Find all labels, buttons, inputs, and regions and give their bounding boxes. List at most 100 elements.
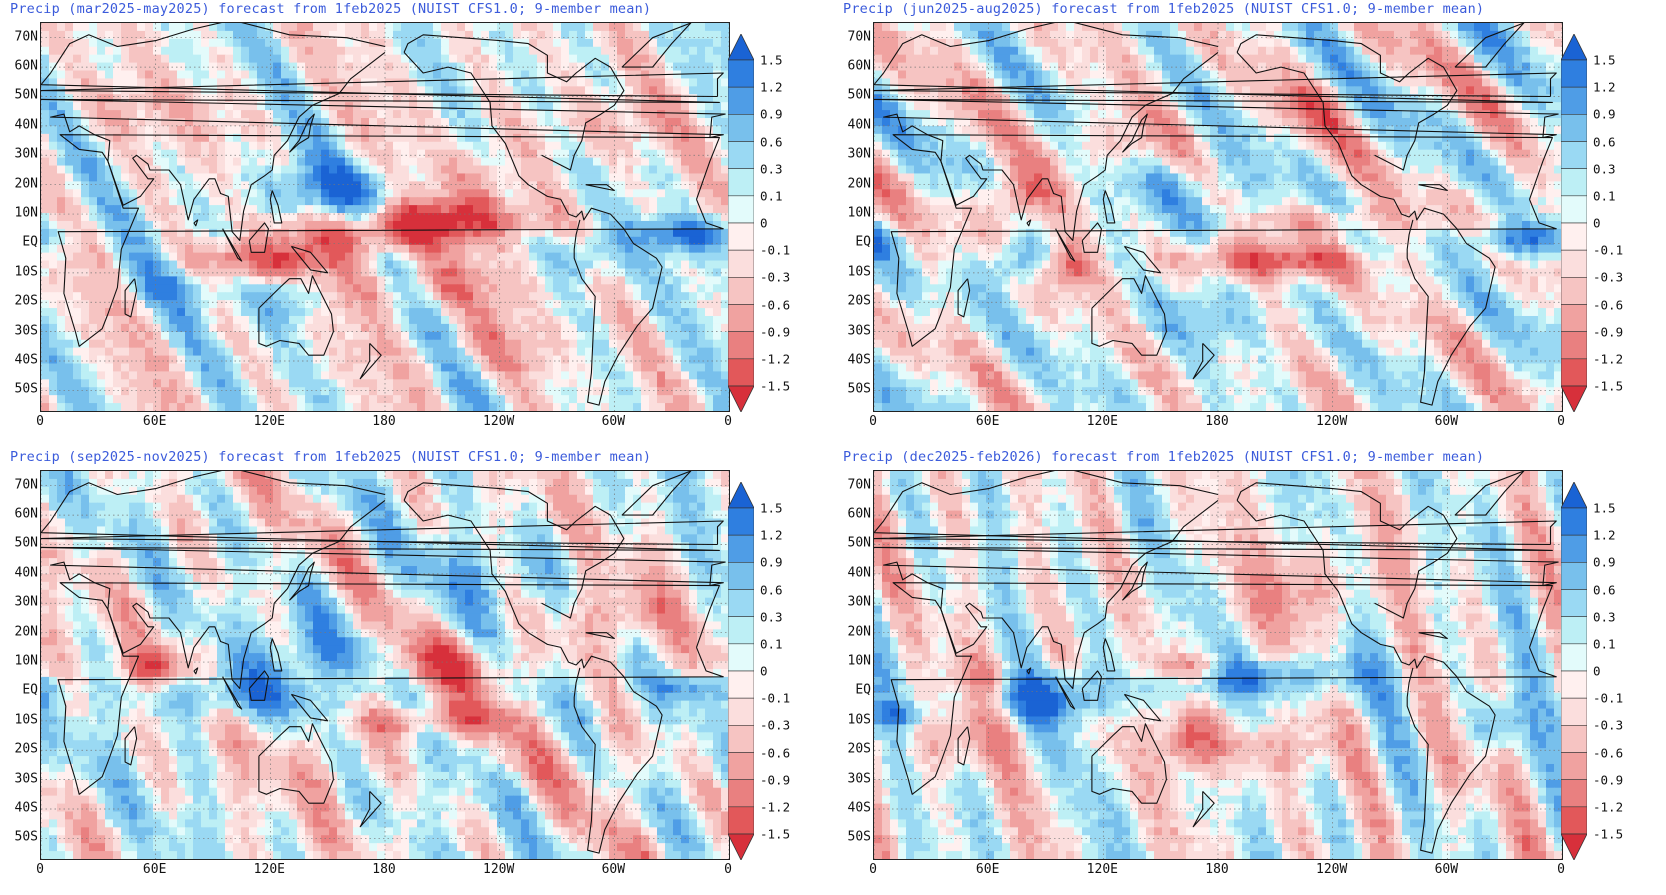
lon-label: 60W (601, 414, 626, 429)
lat-label: 20S (847, 741, 871, 757)
lat-label: 10N (847, 653, 871, 669)
precip-anomaly-map (41, 471, 729, 859)
lon-label: 120E (1086, 862, 1118, 877)
colorbar-label: -1.5 (1593, 378, 1624, 394)
lon-label: 60E (975, 862, 1000, 877)
graticule (874, 23, 1562, 411)
colorbar-label: 0.3 (760, 609, 783, 625)
colorbar-label: 0.6 (760, 134, 783, 149)
colorbar-label: -1.5 (1593, 826, 1624, 842)
colorbar-label: -0.3 (760, 717, 791, 733)
lon-label: 60E (975, 414, 1000, 429)
lat-label: 70N (14, 477, 38, 493)
lon-label: 60E (142, 414, 167, 429)
colorbar (728, 482, 754, 860)
lat-label: 30S (14, 771, 38, 787)
lat-label: 20S (14, 293, 38, 309)
lat-label: EQ (22, 682, 38, 698)
lon-label: 120W (483, 862, 515, 877)
colorbar-label: 1.2 (1593, 527, 1616, 543)
colorbar-label: -1.2 (1593, 351, 1624, 367)
lat-label: 10N (14, 653, 38, 669)
lat-label: 50N (14, 535, 38, 551)
lon-label: 60W (601, 862, 626, 877)
lat-label: 40S (14, 800, 38, 816)
colorbar-label: -0.1 (1593, 690, 1624, 706)
lat-label: 50N (847, 87, 871, 103)
precip-anomaly-map (874, 471, 1562, 859)
lon-label: 180 (372, 862, 396, 877)
lon-label: 120W (1316, 862, 1348, 877)
colorbar (728, 34, 754, 412)
colorbar-label: 0.3 (760, 161, 783, 177)
colorbar-label: 0 (760, 663, 768, 679)
lat-label: 30N (14, 594, 38, 610)
lat-label: 60N (847, 506, 871, 522)
lat-label: 60N (847, 58, 871, 74)
colorbar-label: -0.6 (1593, 297, 1624, 312)
coastlines (41, 23, 726, 406)
panel-title: Precip (dec2025-feb2026) forecast from 1… (843, 449, 1485, 465)
lat-label: 40N (14, 565, 38, 581)
colorbar-label: 0.1 (760, 188, 783, 204)
colorbar-label: 0.9 (760, 554, 783, 570)
lat-label: EQ (22, 234, 38, 250)
lon-label: 0 (869, 862, 877, 877)
panel-title: Precip (jun2025-aug2025) forecast from 1… (843, 1, 1485, 17)
colorbar-label: -1.2 (760, 799, 791, 815)
lon-label: 0 (724, 862, 732, 877)
lat-label: 30N (847, 146, 871, 162)
colorbar-label: 0 (1593, 215, 1601, 231)
colorbar-label: 1.5 (1593, 52, 1616, 68)
panel-title: Precip (sep2025-nov2025) forecast from 1… (10, 449, 652, 465)
lat-label: 20N (14, 176, 38, 192)
panel-title: Precip (mar2025-may2025) forecast from 1… (10, 1, 652, 17)
lon-label: 0 (1557, 862, 1565, 877)
colorbar-label: -0.3 (760, 269, 791, 285)
lat-label: 40N (847, 565, 871, 581)
colorbar-label: -0.6 (1593, 745, 1624, 760)
lon-label: 120W (483, 414, 515, 429)
lat-label: 30S (847, 771, 871, 787)
colorbar-label: 0.3 (1593, 161, 1616, 177)
lon-label: 60W (1434, 414, 1459, 429)
colorbar-label: -0.9 (760, 324, 791, 340)
colorbar-label: 0.6 (1593, 134, 1616, 149)
colorbar-label: 0.6 (760, 582, 783, 597)
colorbar-label: 1.2 (760, 527, 783, 543)
colorbar-label: 1.2 (1593, 79, 1616, 95)
colorbar-label: -1.5 (760, 378, 791, 394)
lat-label: 20N (847, 624, 871, 640)
colorbar-label: 1.5 (760, 500, 783, 516)
lat-label: 40S (14, 352, 38, 368)
lon-label: 60W (1434, 862, 1459, 877)
graticule (874, 471, 1562, 859)
colorbar-label: 0.9 (1593, 554, 1616, 570)
precip-anomaly-map (874, 23, 1562, 411)
lat-label: 50S (847, 381, 871, 397)
colorbar-label: -0.9 (760, 772, 791, 788)
colorbar-label: -0.3 (1593, 717, 1624, 733)
lat-label: 70N (14, 29, 38, 45)
lon-label: 0 (36, 862, 44, 877)
colorbar-label: -0.3 (1593, 269, 1624, 285)
lat-label: 10N (847, 205, 871, 221)
colorbar-label: -1.2 (1593, 799, 1624, 815)
lat-label: 40N (847, 117, 871, 133)
lat-label: 50N (847, 535, 871, 551)
colorbar-label: 0.6 (1593, 582, 1616, 597)
lon-label: 180 (1205, 862, 1229, 877)
colorbar-label: 0.3 (1593, 609, 1616, 625)
graticule (41, 471, 729, 859)
coastlines (874, 471, 1559, 854)
colorbar-label: 0.1 (1593, 188, 1616, 204)
lat-label: 50N (14, 87, 38, 103)
lat-label: EQ (855, 682, 871, 698)
map-area (40, 22, 730, 412)
precip-anomaly-map (41, 23, 729, 411)
forecast-panel-son: Precip (sep2025-nov2025) forecast from 1… (0, 448, 833, 895)
lat-label: 50S (847, 829, 871, 845)
colorbar (1561, 482, 1587, 860)
lat-label: 40N (14, 117, 38, 133)
lon-label: 0 (724, 414, 732, 429)
